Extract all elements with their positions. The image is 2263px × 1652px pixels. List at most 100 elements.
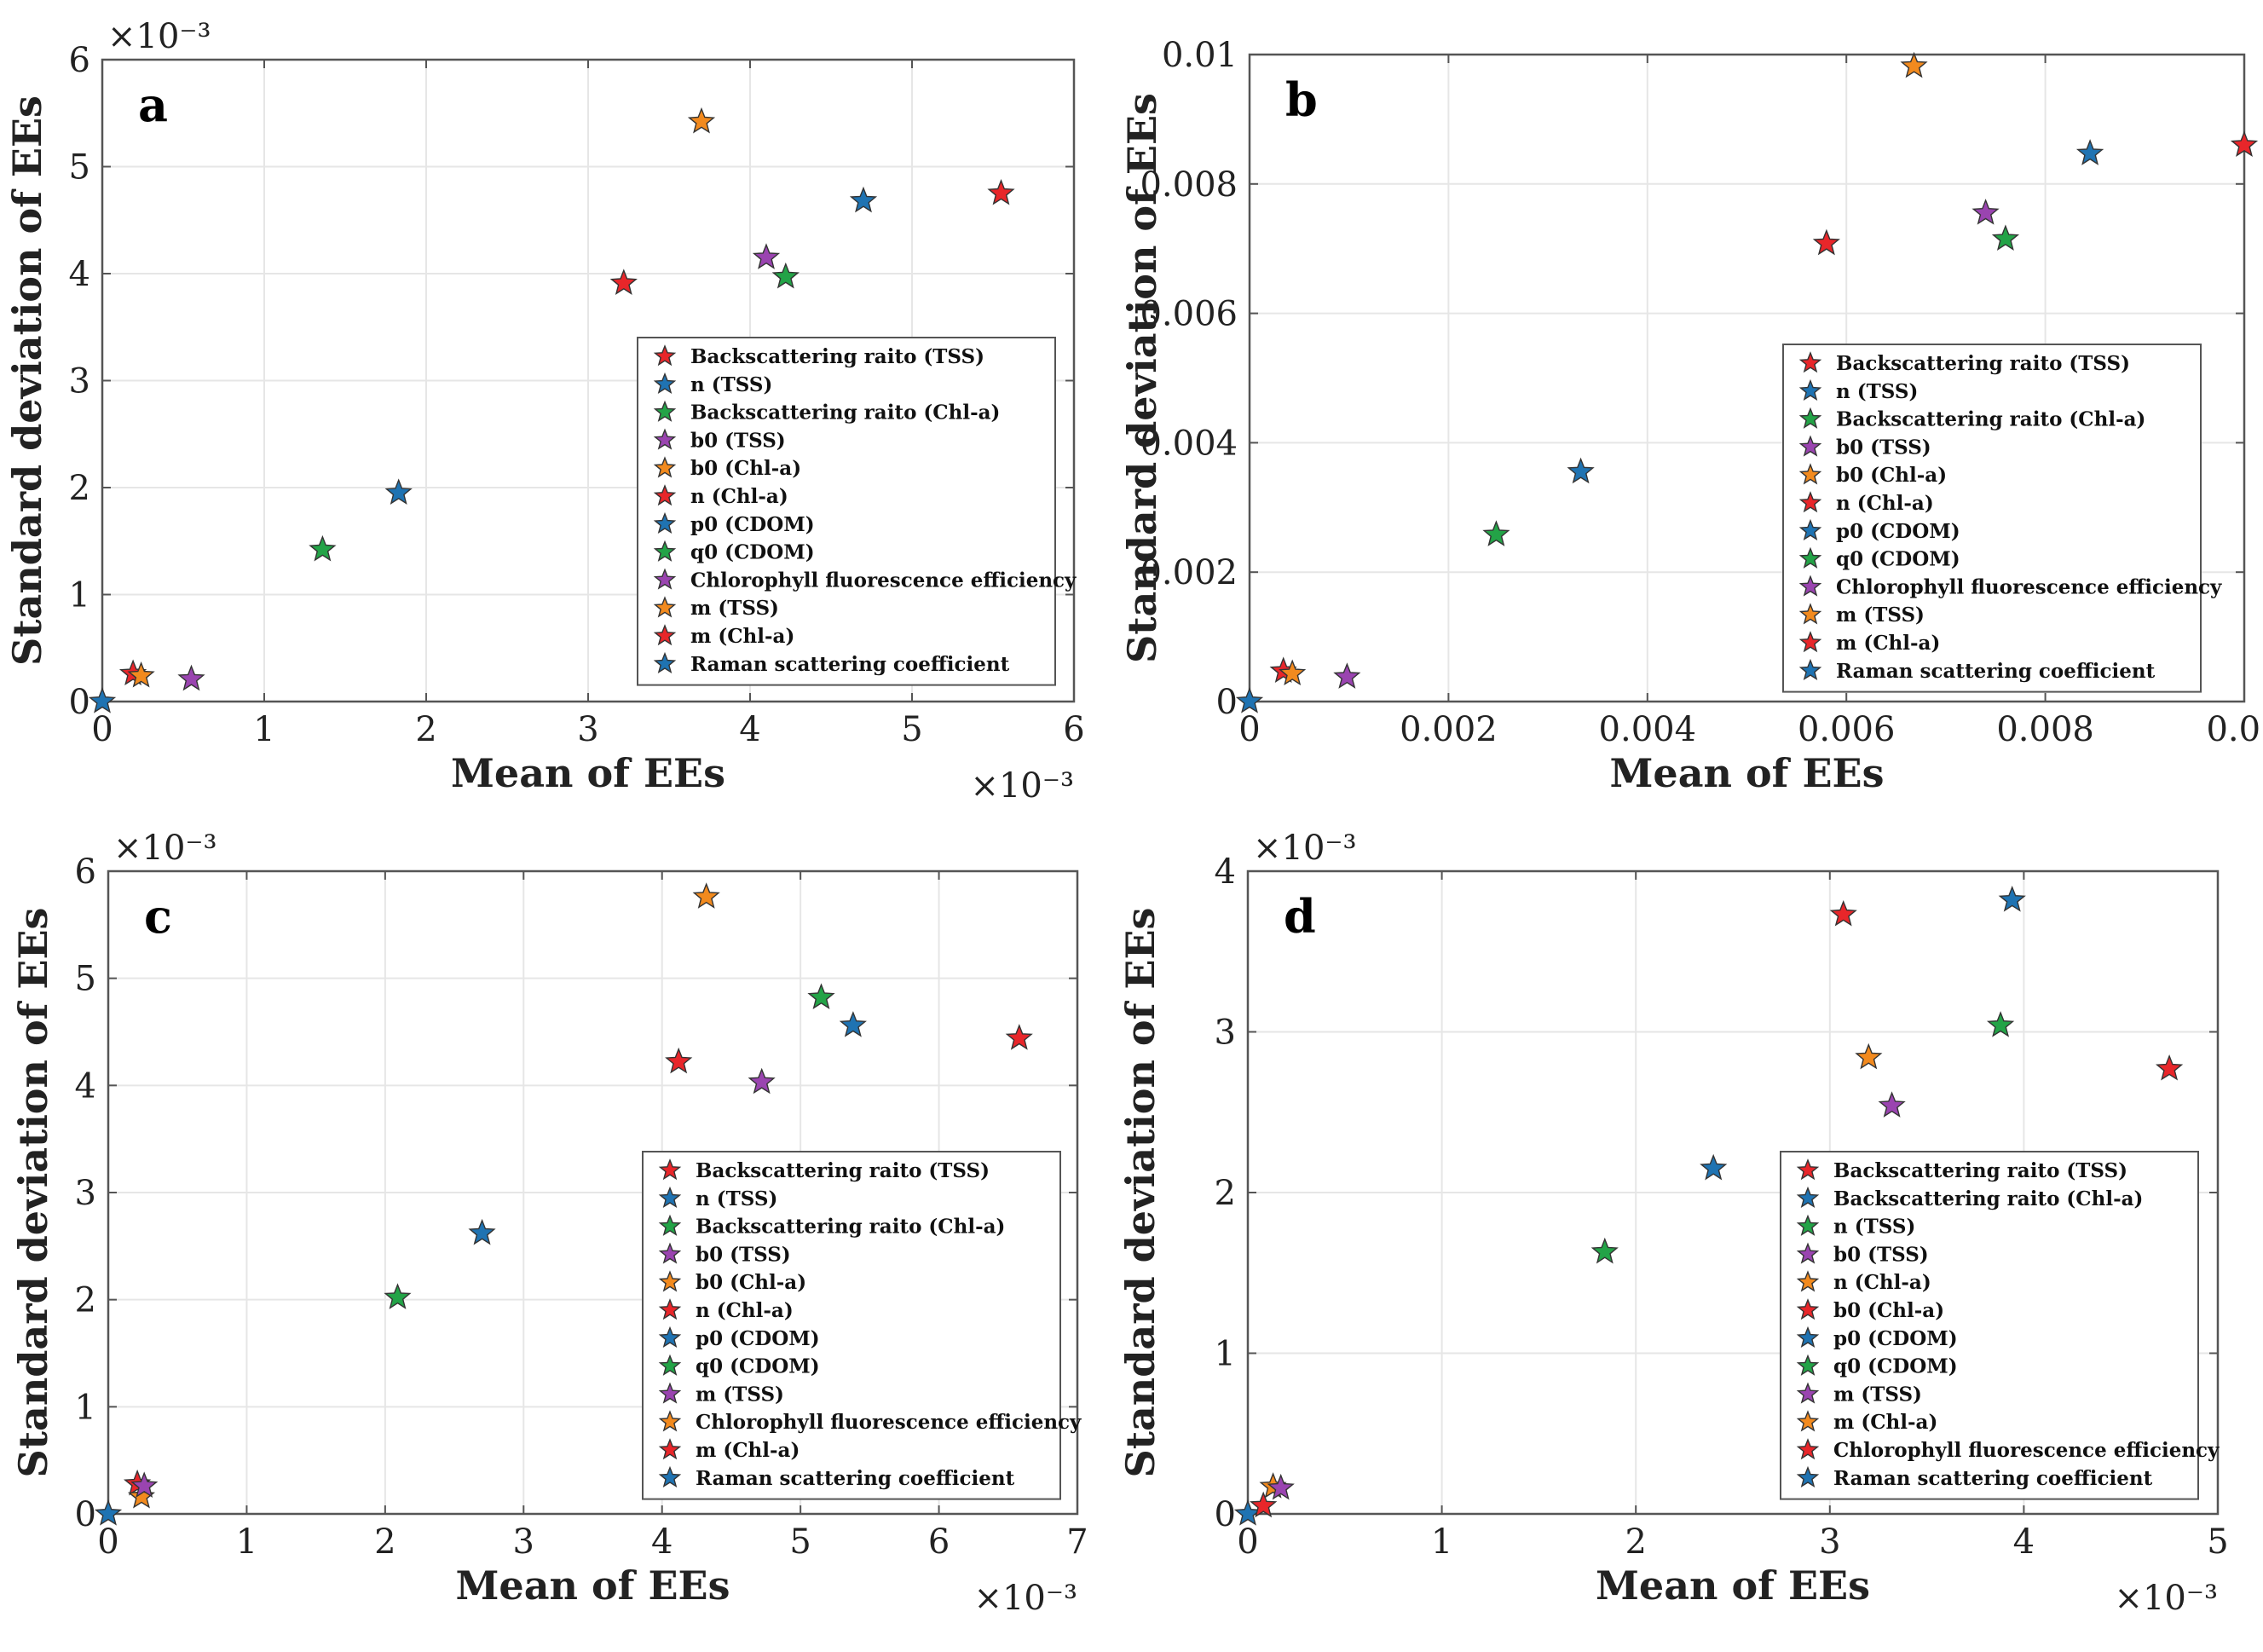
data-point: [752, 243, 781, 269]
legend-entry: Backscattering raito (TSS): [1836, 352, 2130, 375]
legend-entry: p0 (CDOM): [1833, 1327, 1958, 1350]
legend-marker: [1796, 1214, 1820, 1236]
data-point: [468, 1218, 496, 1245]
data-point: [1279, 659, 1307, 686]
x-axis-label: Mean of EEs: [456, 1562, 730, 1609]
legend-box: [642, 1151, 1061, 1500]
data-point: [839, 1011, 867, 1037]
y-tick-label: 4: [75, 1066, 96, 1106]
x-exponent-label: ×10⁻³: [970, 766, 1074, 806]
data-point: [1829, 900, 1857, 927]
legend-entry: Backscattering raito (TSS): [690, 345, 984, 368]
y-tick-label: 0: [1215, 1495, 1236, 1534]
legend-entry: n (TSS): [1836, 380, 1918, 403]
data-point: [1998, 885, 2026, 912]
y-tick-label: 1: [75, 1388, 96, 1427]
x-tick-label: 2: [1625, 1522, 1646, 1562]
legend-entry: Raman scattering coefficient: [1833, 1467, 2153, 1490]
legend-marker: [1798, 658, 1822, 681]
data-point: [849, 186, 878, 213]
data-point: [127, 661, 155, 688]
legend-marker: [658, 1410, 682, 1432]
y-tick-label: 0: [1216, 683, 1238, 722]
data-point: [130, 1471, 159, 1499]
legend-box: [1782, 344, 2202, 693]
legend-marker: [658, 1186, 682, 1209]
x-tick-label: 7: [1066, 1522, 1088, 1562]
x-tick-label: 1: [1431, 1522, 1452, 1562]
legend-entry: n (Chl-a): [1836, 492, 1934, 515]
legend-entry: p0 (CDOM): [696, 1327, 820, 1350]
data-point: [2155, 1054, 2184, 1081]
x-tick-label: 4: [651, 1522, 673, 1562]
legend-marker: [653, 400, 677, 422]
y-axis-label: Standard deviation of EEs: [1117, 908, 1163, 1478]
legend-entry: q0 (CDOM): [696, 1355, 820, 1378]
x-tick-label: 3: [577, 710, 598, 749]
legend-entry: m (Chl-a): [696, 1439, 800, 1462]
panel-label: a: [138, 78, 168, 132]
legend-marker: [1796, 1270, 1820, 1292]
data-point: [384, 1283, 412, 1309]
legend-entry: n (TSS): [696, 1187, 777, 1210]
legend-marker: [1796, 1465, 1820, 1488]
y-exponent-label: ×10⁻³: [113, 829, 217, 868]
legend-marker: [1796, 1410, 1820, 1432]
legend-entry: b0 (TSS): [1833, 1243, 1929, 1266]
legend-marker: [658, 1382, 682, 1404]
x-tick-label: 0.002: [1400, 710, 1498, 749]
legend-entry: Raman scattering coefficient: [1836, 660, 2156, 683]
legend-entry: m (TSS): [696, 1383, 784, 1406]
y-tick-label: 0.008: [1140, 165, 1238, 205]
legend-marker: [658, 1158, 682, 1181]
legend-marker: [1796, 1382, 1820, 1404]
x-tick-label: 0.01: [2206, 710, 2263, 749]
legend-entry: n (Chl-a): [690, 485, 788, 508]
panel-b: 0 0.002 0.004 0.006 0.008 0.01 0 0.002 0.004 0.00…: [1119, 36, 2263, 796]
x-tick-label: 2: [415, 710, 436, 749]
legend-marker: [1798, 378, 1822, 401]
y-tick-label: 0.002: [1140, 553, 1238, 592]
legend-entry: m (TSS): [1833, 1383, 1922, 1406]
data-point: [771, 262, 800, 289]
legend-entry: Chlorophyll fluorescence efficiency: [1836, 575, 2222, 598]
legend-marker: [1798, 575, 1822, 597]
data-point: [1235, 687, 1264, 713]
y-tick-label: 5: [69, 148, 90, 188]
data-point: [665, 1047, 693, 1074]
panel-c: 0 1 2 3 4 5 6 7 0 1 2 3 4 5 6 ×10⁻³ ×10⁻³ Mean of EEs Stan…: [10, 829, 1088, 1618]
y-tick-label: 0.004: [1140, 424, 1238, 463]
legend-marker: [1798, 518, 1822, 541]
y-axis-label: Standard deviation of EEs: [10, 908, 56, 1478]
x-tick-label: 0: [97, 1522, 118, 1562]
y-tick-label: 3: [1215, 1014, 1236, 1053]
legend-entry: m (TSS): [1836, 604, 1925, 627]
legend-box: [1780, 1151, 2199, 1500]
axes-frame: [1248, 53, 2246, 703]
legend-entry: Backscattering raito (Chl-a): [1833, 1187, 2143, 1210]
y-tick-label: 3: [75, 1174, 96, 1213]
legend-marker: [1798, 351, 1822, 373]
legend-entry: Chlorophyll fluorescence efficiency: [1833, 1439, 2220, 1462]
legend-marker: [653, 624, 677, 646]
legend-marker: [658, 1354, 682, 1376]
legend-marker: [1796, 1158, 1820, 1181]
y-tick-label: 1: [69, 576, 90, 615]
data-point: [1482, 520, 1510, 546]
legend-marker: [653, 511, 677, 534]
data-point: [1250, 1491, 1278, 1518]
legend: Backscattering raito (TSS) n (TSS) Backsca…: [642, 1151, 1082, 1500]
legend-marker: [653, 540, 677, 562]
data-point: [1267, 1473, 1295, 1500]
data-point: [384, 478, 413, 505]
legend-entry: Backscattering raito (Chl-a): [696, 1216, 1005, 1239]
legend-marker: [653, 428, 677, 450]
x-tick-label: 0.008: [1996, 710, 2094, 749]
data-point: [1333, 662, 1361, 689]
legend-marker: [658, 1326, 682, 1349]
legend-entry: b0 (Chl-a): [1833, 1299, 1944, 1322]
data-point: [177, 664, 205, 691]
y-axis-label: Standard deviation of EEs: [1119, 93, 1165, 663]
legend-entry: Raman scattering coefficient: [690, 653, 1010, 676]
legend-marker: [1798, 546, 1822, 569]
